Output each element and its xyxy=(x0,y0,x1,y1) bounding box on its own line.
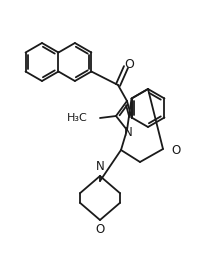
Text: N: N xyxy=(96,160,104,173)
Text: O: O xyxy=(95,223,105,236)
Text: N: N xyxy=(124,126,132,139)
Text: O: O xyxy=(124,58,134,70)
Text: H₃C: H₃C xyxy=(67,113,88,123)
Text: O: O xyxy=(171,144,180,158)
